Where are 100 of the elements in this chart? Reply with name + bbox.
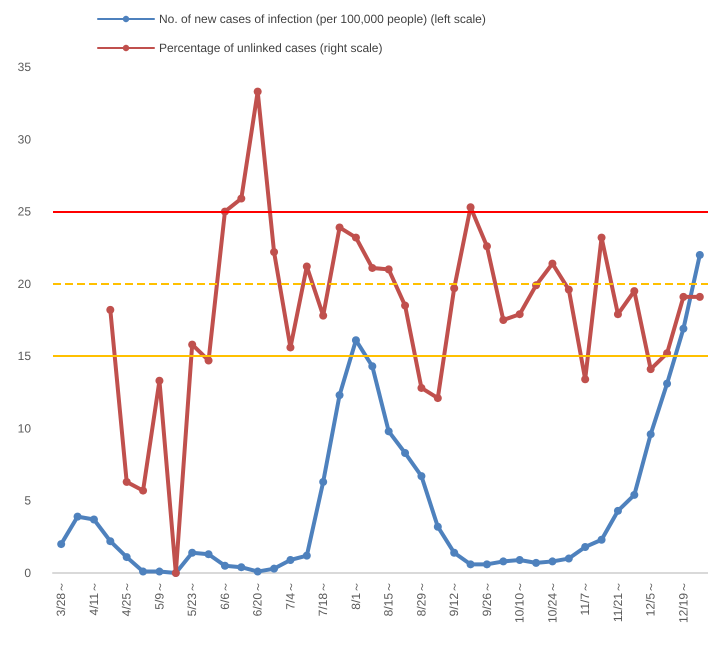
legend-label: No. of new cases of infection (per 100,000 people) (left scale) [159, 12, 486, 26]
point [319, 312, 328, 320]
point [122, 478, 131, 486]
point [220, 562, 229, 570]
point [598, 234, 606, 242]
x-tick-label: 10/24～ [545, 581, 560, 624]
point [679, 292, 688, 301]
point [286, 556, 294, 564]
x-tick-label: 6/6～ [218, 581, 232, 610]
point [204, 550, 213, 558]
point [286, 343, 294, 352]
x-tick-label: 12/5～ [644, 581, 658, 616]
point [368, 362, 376, 370]
x-tick-label: 10/10～ [512, 581, 527, 624]
point [417, 384, 426, 392]
point [302, 262, 311, 271]
point [417, 472, 426, 480]
x-tick-label: 5/9～ [152, 581, 166, 610]
point [237, 194, 246, 203]
y-tick-label: 5 [24, 494, 32, 508]
point [270, 248, 278, 256]
y-tick-label: 15 [18, 349, 32, 364]
x-tick-label: 11/7～ [578, 581, 592, 616]
point [564, 554, 573, 563]
point [270, 564, 278, 573]
point [548, 260, 556, 268]
point [384, 265, 393, 274]
y-tick-label: 25 [18, 204, 32, 219]
x-tick-label: 7/18～ [316, 581, 330, 616]
point [548, 557, 556, 566]
x-tick-label: 3/28～ [54, 581, 68, 616]
y-tick-label: 10 [18, 421, 32, 436]
point [384, 427, 393, 436]
point [516, 310, 524, 318]
point [74, 512, 82, 521]
y-tick-label: 30 [18, 132, 32, 146]
point [532, 558, 540, 567]
x-tick-label: 9/12～ [447, 581, 462, 616]
point [434, 394, 442, 402]
point [139, 486, 148, 495]
point [581, 375, 590, 384]
point [614, 310, 622, 318]
x-tick-label: 6/20～ [250, 581, 265, 616]
x-tick-label: 8/15～ [382, 581, 396, 616]
x-tick-label: 8/1～ [348, 581, 363, 610]
point [352, 234, 360, 242]
point [401, 302, 410, 310]
point [482, 242, 491, 250]
point [336, 391, 344, 400]
x-tick-label: 9/26～ [480, 581, 494, 616]
x-tick-label: 7/4～ [283, 581, 298, 610]
point [499, 316, 508, 324]
point [139, 568, 148, 576]
point [90, 516, 98, 524]
point [696, 292, 704, 301]
point [106, 306, 114, 314]
point [466, 203, 475, 212]
x-tick-label: 4/25～ [120, 581, 134, 616]
point [204, 356, 213, 364]
y-tick-label: 0 [24, 566, 32, 580]
point [499, 557, 508, 566]
point [450, 548, 458, 557]
point [155, 376, 164, 385]
point [614, 506, 622, 515]
x-tick-label: 4/11～ [86, 581, 101, 616]
point [368, 264, 376, 272]
point [516, 556, 524, 564]
point [630, 490, 638, 499]
point [646, 430, 655, 438]
point [598, 536, 606, 544]
point [646, 365, 655, 374]
y-tick-label: 20 [18, 276, 32, 291]
point [696, 250, 704, 259]
point [336, 223, 344, 232]
point [122, 553, 131, 562]
point [188, 548, 196, 557]
point [663, 380, 672, 388]
point [450, 284, 458, 292]
point [57, 540, 66, 548]
x-tick-label: 5/23～ [185, 581, 200, 616]
point [254, 568, 262, 576]
y-tick-label: 35 [18, 60, 32, 74]
point [319, 478, 328, 486]
point [466, 560, 475, 568]
point [401, 449, 410, 458]
point [564, 286, 573, 294]
point [237, 563, 246, 572]
x-tick-label: 8/29～ [414, 581, 428, 616]
x-tick-label: 12/19～ [676, 581, 690, 624]
point [482, 560, 491, 568]
point [254, 88, 262, 96]
point [188, 340, 196, 349]
point [679, 324, 688, 333]
point [106, 537, 114, 546]
legend-label: Percentage of unlinked cases (right scale) [159, 41, 382, 55]
point [302, 552, 311, 560]
x-tick-label: 11/21～ [610, 581, 625, 622]
point [434, 522, 442, 531]
point [155, 568, 164, 576]
point [581, 542, 590, 551]
